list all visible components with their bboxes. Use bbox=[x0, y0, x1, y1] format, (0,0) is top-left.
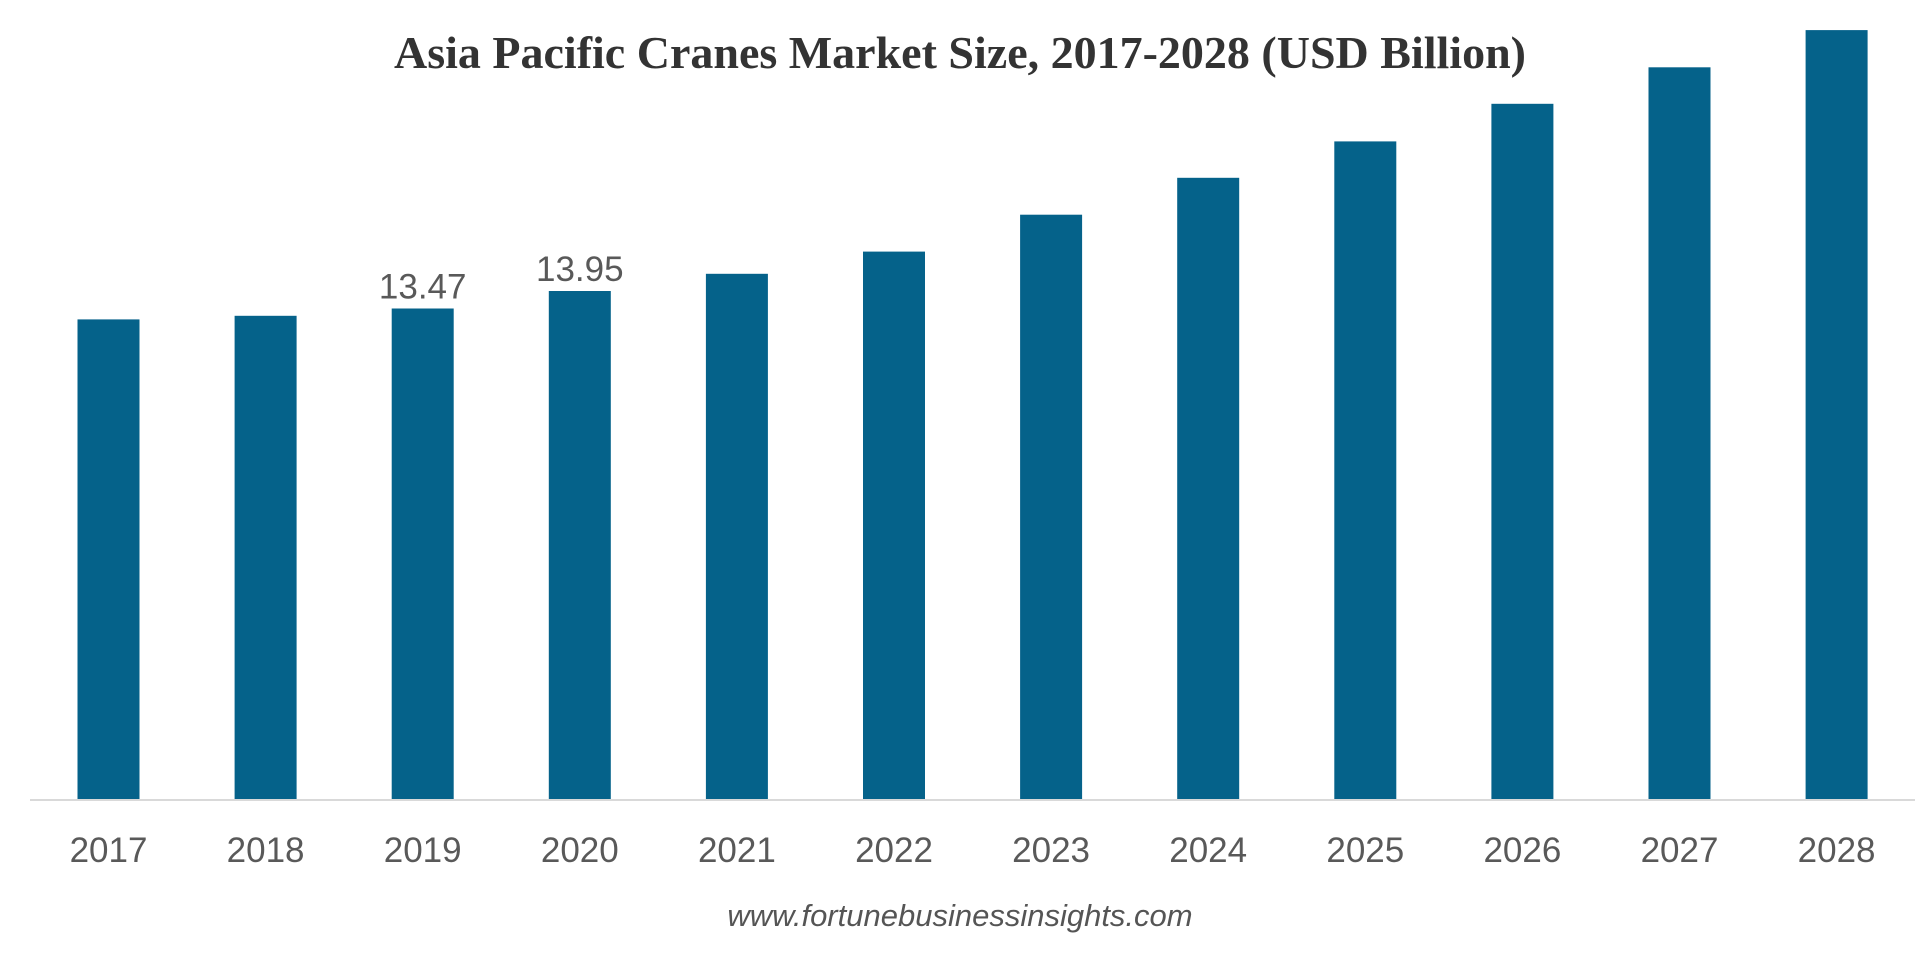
x-tick-label-2018: 2018 bbox=[227, 831, 305, 870]
bar-2028 bbox=[1805, 30, 1868, 801]
x-tick-label-2021: 2021 bbox=[698, 831, 776, 870]
bar-2025 bbox=[1334, 141, 1397, 800]
bar-2023 bbox=[1020, 214, 1083, 800]
x-tick-label-2025: 2025 bbox=[1326, 831, 1404, 870]
x-tick-label-2024: 2024 bbox=[1169, 831, 1247, 870]
bar-2021 bbox=[705, 273, 768, 800]
chart-title: Asia Pacific Cranes Market Size, 2017-20… bbox=[394, 27, 1526, 78]
x-tick-label-2022: 2022 bbox=[855, 831, 933, 870]
bar-2024 bbox=[1177, 177, 1240, 801]
bar-2020 bbox=[548, 291, 611, 800]
x-tick-label-2028: 2028 bbox=[1798, 831, 1876, 870]
bar-2017 bbox=[77, 319, 140, 800]
bar-2022 bbox=[863, 251, 925, 801]
x-tick-label-2023: 2023 bbox=[1012, 831, 1090, 870]
x-tick-label-2026: 2026 bbox=[1483, 831, 1561, 870]
bar-2026 bbox=[1491, 103, 1554, 801]
bar-2018 bbox=[234, 315, 297, 800]
x-tick-label-2017: 2017 bbox=[70, 831, 148, 870]
x-tick-label-2027: 2027 bbox=[1641, 831, 1719, 870]
x-tick-label-2020: 2020 bbox=[541, 831, 619, 870]
bar-2027 bbox=[1648, 67, 1711, 801]
source-attribution: www.fortunebusinessinsights.com bbox=[727, 898, 1193, 933]
x-tick-label-2019: 2019 bbox=[384, 831, 462, 870]
data-labels-layer: 13.47 13.95 bbox=[379, 250, 624, 307]
data-label-2019: 13.47 bbox=[379, 268, 467, 307]
data-label-2020: 13.95 bbox=[536, 250, 624, 289]
x-tick-labels-layer: 2017 2018 2019 2020 2021 2022 2023 2024 2025 2026… bbox=[70, 831, 1876, 870]
bar-2019 bbox=[391, 308, 454, 800]
bars-layer bbox=[77, 30, 1868, 801]
